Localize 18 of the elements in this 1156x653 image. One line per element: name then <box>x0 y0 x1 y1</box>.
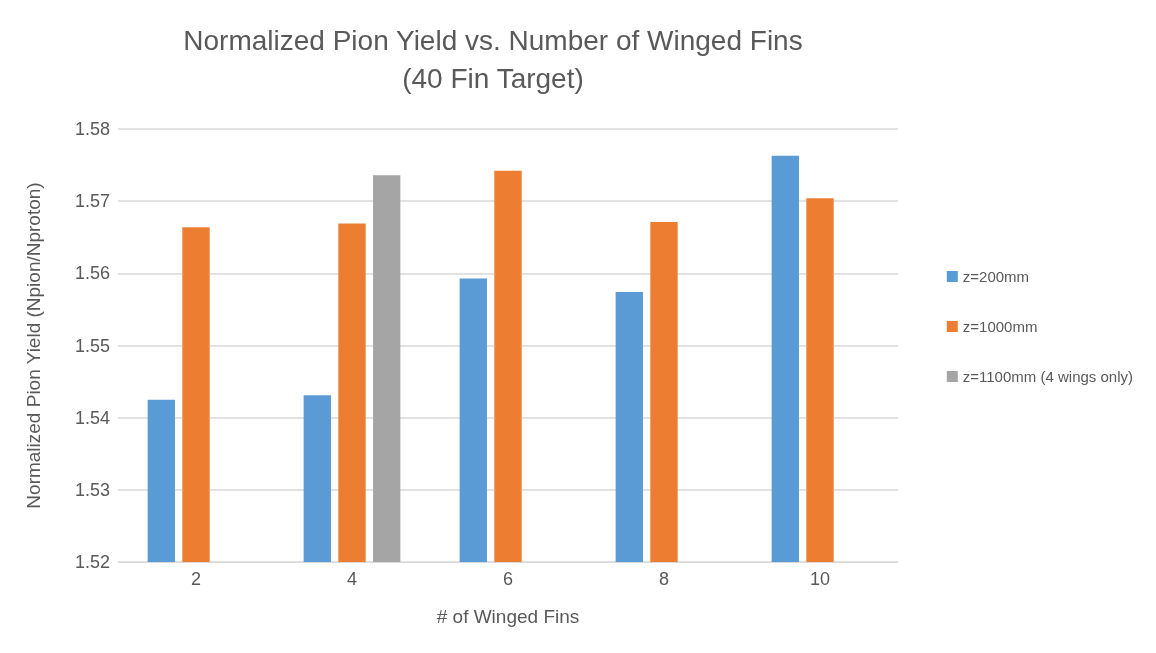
y-tick-label: 1.54 <box>74 407 110 428</box>
x-tick-label: 8 <box>658 569 670 589</box>
y-tick-label: 1.53 <box>74 479 110 500</box>
y-tick-label: 1.58 <box>74 119 110 139</box>
legend-label: z=1100mm (4 wings only) <box>962 368 1134 385</box>
y-axis-title: Normalized Pion Yield (Npion/Nproton) <box>23 182 44 509</box>
x-tick-label: 2 <box>190 569 202 589</box>
y-tick-label: 1.52 <box>74 552 110 572</box>
x-tick-label: 6 <box>502 569 514 589</box>
x-axis-title: # of Winged Fins <box>436 606 580 627</box>
y-tick-label: 1.55 <box>74 335 110 356</box>
legend-label: z=1000mm <box>962 318 1038 335</box>
y-tick-label: 1.57 <box>74 191 110 212</box>
y-tick-label: 1.56 <box>74 263 110 284</box>
chart-title: Normalized Pion Yield vs. Number of Winged Fins (40 Fin Target) <box>183 24 803 94</box>
x-tick-label: 4 <box>346 569 358 589</box>
legend-label: z=200mm <box>962 268 1030 285</box>
x-tick-label: 10 <box>809 569 831 589</box>
